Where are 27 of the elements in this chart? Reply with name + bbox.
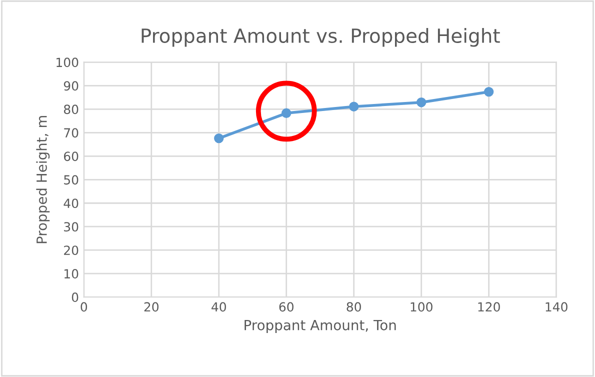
y-tick-label: 50 [64, 175, 78, 185]
y-tick-label: 80 [64, 104, 78, 114]
y-tick-label: 10 [64, 269, 78, 279]
y-tick-label: 90 [64, 81, 78, 91]
y-tick-label: 40 [64, 198, 78, 208]
y-tick-label: 70 [64, 128, 78, 138]
point [484, 86, 494, 97]
x-tick-label: 40 [212, 302, 226, 312]
x-tick-label: 100 [410, 302, 432, 312]
y-tick-label: 60 [64, 152, 78, 162]
y-tick-label: 20 [64, 246, 78, 256]
x-tick-label: 60 [279, 302, 294, 312]
point [348, 102, 359, 112]
x-tick-label: 120 [478, 302, 500, 312]
point [416, 98, 426, 108]
x-tick-label: 0 [80, 302, 88, 312]
y-axis-title: Propped Height, m [36, 116, 50, 244]
x-axis-title: Proppant Amount, Ton [244, 320, 396, 334]
point [282, 108, 292, 118]
x-tick-label: 80 [346, 302, 361, 312]
y-tick-label: 100 [56, 58, 78, 68]
y-tick-label: 30 [64, 222, 78, 232]
x-tick-label: 20 [144, 302, 159, 312]
x-tick-label: 140 [546, 302, 568, 312]
chart-title: Proppant Amount vs. Propped Height [142, 28, 500, 47]
y-tick-label: 0 [72, 292, 78, 302]
point [214, 133, 224, 144]
